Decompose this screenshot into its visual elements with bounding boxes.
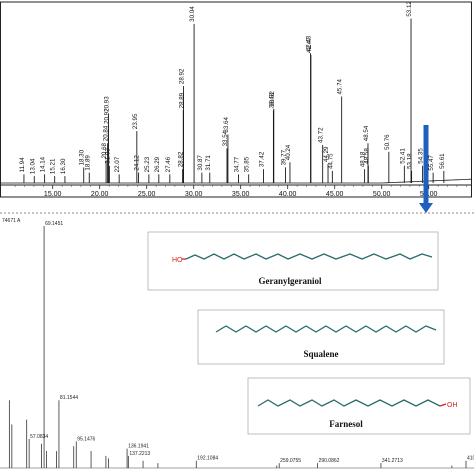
chromatogram-peak-label: 33.54 (222, 130, 229, 146)
mass-spectrum-peak-label: 259.0755 (280, 458, 301, 464)
farnesol-oh-label: OH (447, 402, 458, 409)
chromatogram-peak-label: 48.54 (363, 125, 370, 141)
selection-arrow-head (419, 203, 433, 213)
squalene-name: Squalene (303, 349, 338, 359)
chromatogram-peak-label: 53.12 (406, 1, 413, 17)
chromatogram-peak-label: 37.42 (258, 151, 265, 167)
squalene-chain (215, 325, 437, 333)
structure-geranylgeraniol: HO Geranylgeraniol (147, 231, 439, 291)
chromatogram-peak-label: 35.85 (244, 156, 251, 172)
structure-farnesol: OH Farnesol (247, 377, 471, 435)
chromatogram-peak-label: 28.92 (179, 68, 186, 84)
mass-spectrum-header: 74671 A (2, 218, 21, 224)
chromatogram-peak-label: 18.30 (79, 149, 86, 165)
chromatogram-x-ticks (14, 185, 467, 189)
mass-spectrum-panel: 74671 A 57.0834 69.1451 81.1544 95.1476 136.… (0, 218, 474, 469)
mass-spectrum-peak-label: 290.0862 (319, 458, 340, 464)
chromatogram-peak-label: 56.61 (439, 153, 446, 169)
chromatogram-peak-label: 48.58 (363, 148, 370, 164)
chromatogram-peak-label: 43.72 (318, 127, 325, 143)
mass-spectrum-peak-label: 136.1941 (128, 444, 149, 450)
mass-spectrum-peak-label: 137.2213 (129, 451, 150, 457)
chromatogram-peak-label: 15.21 (50, 158, 57, 174)
chromatogram-peak-label: 16.30 (60, 158, 67, 174)
chromatogram-peak-label: 42.47 (306, 37, 313, 53)
structure-geranylgeraniol-box (147, 231, 439, 291)
chromatogram-peak-label: 23.95 (132, 113, 139, 129)
chromatogram-peak-label: 22.07 (114, 156, 121, 172)
chromatogram-peak-label: 25.23 (144, 156, 151, 172)
chromatogram-peak-label: 27.46 (165, 156, 172, 172)
chromatogram-peak-label: 20.68 (101, 142, 108, 158)
selection-arrow (419, 125, 433, 213)
chromatogram-baseline (1, 178, 472, 184)
chromatogram-peak-label: 21.03 (104, 148, 111, 164)
chromatogram-peak-label: 14.14 (40, 156, 47, 172)
chromatogram-x-tick-label: 35.00 (232, 191, 250, 198)
chromatogram-peak-label: 45.74 (337, 78, 344, 94)
chromatogram-peak-label: 44.75 (327, 153, 334, 169)
farnesol-name: Farnesol (329, 419, 363, 429)
chromatogram-x-tick-label: 45.00 (326, 191, 344, 198)
chromatogram-x-tick-label: 30.00 (185, 191, 203, 198)
chromatogram-peak-label: 11.94 (19, 157, 26, 173)
farnesol-chain (257, 399, 441, 407)
chromatogram-x-tick-label: 25.00 (138, 191, 156, 198)
chromatogram-x-tick-label: 50.00 (373, 191, 391, 198)
mass-spectrum-peak-label: 341.2713 (382, 458, 403, 464)
geranylgeraniol-chain (185, 253, 433, 260)
chromatogram-peak-label: 38.48 (268, 92, 275, 108)
mass-spectrum-sticks (8, 226, 467, 468)
chromatogram-x-tick-label: 15.00 (44, 191, 62, 198)
mass-spectrum-peak-label: 81.1544 (60, 395, 78, 401)
chromatogram-x-tick-labels: 15.00 20.00 25.00 30.00 35.00 40.00 45.00 50.00… (44, 191, 438, 198)
chromatogram-x-tick-label: 20.00 (91, 191, 109, 198)
chromatogram-peaks (23, 18, 445, 183)
chromatogram-peak-label: 54.35 (418, 148, 425, 164)
chromatogram-peak-label: 30.87 (197, 155, 204, 171)
mass-spectrum-peak-labels: 57.0834 69.1451 81.1544 95.1476 136.1941137.… (30, 221, 474, 464)
geranylgeraniol-oh-label: HO (172, 257, 183, 264)
chromatogram-peak-label: 44.29 (323, 146, 330, 162)
mass-spectrum-peak-label: 410.0 (467, 456, 474, 462)
chromatogram-peak-label: 52.41 (399, 148, 406, 164)
chromatogram-peak-label: 40.24 (285, 144, 292, 160)
chromatogram-peak-label: 53.18 (407, 153, 414, 169)
chromatogram-peak-label: 20.92 (103, 108, 110, 124)
selection-arrow-shaft (423, 125, 429, 203)
chromatogram-peak-label: 13.04 (29, 158, 36, 174)
chromatogram-peak-label: 50.76 (384, 134, 391, 150)
geranylgeraniol-name: Geranylgeraniol (259, 276, 322, 286)
chromatogram-x-tick-label: 55.00 (420, 191, 438, 198)
chromatogram-peak-label: 24.12 (133, 155, 140, 171)
farnesol-hydroxyl-bond (439, 403, 447, 407)
chromatogram-peak-label: 18.89 (84, 155, 91, 171)
chromatogram-peak-label: 38.52 (269, 91, 276, 107)
chromatogram-peak-label: 48.18 (360, 151, 367, 167)
mass-spectrum-peak-label: 57.0834 (30, 434, 48, 440)
chromatogram-peak-label: 33.64 (223, 117, 230, 133)
chromatogram-peak-label: 39.77 (281, 149, 288, 165)
chromatogram-peak-label: 20.93 (103, 96, 110, 112)
chromatogram-peak-label: 20.84 (103, 125, 110, 141)
chromatogram-peak-label: 28.89 (178, 92, 185, 108)
chromatogram-peak-label: 30.04 (189, 6, 196, 22)
chromatogram-x-tick-label: 40.00 (279, 191, 297, 198)
chromatogram-peak-label: 34.77 (234, 156, 241, 172)
structure-squalene: Squalene (197, 309, 445, 365)
chromatogram-peak-label: 28.82 (178, 151, 185, 167)
mass-spectrum-peak-label: 69.1451 (45, 221, 63, 227)
mass-spectrum-peak-label: 192.1084 (197, 456, 218, 462)
structure-farnesol-box (247, 377, 471, 435)
structure-squalene-box (197, 309, 445, 365)
chromatogram-peak-label: 42.43 (306, 35, 313, 51)
chromatogram-peak-label: 55.47 (428, 155, 435, 171)
chromatogram-frame (0, 1, 472, 198)
chromatogram-peak-label: 26.29 (154, 156, 161, 172)
mass-spectrum-peak-label: 95.1476 (77, 436, 95, 442)
chromatogram-peak-label: 31.71 (205, 155, 212, 171)
